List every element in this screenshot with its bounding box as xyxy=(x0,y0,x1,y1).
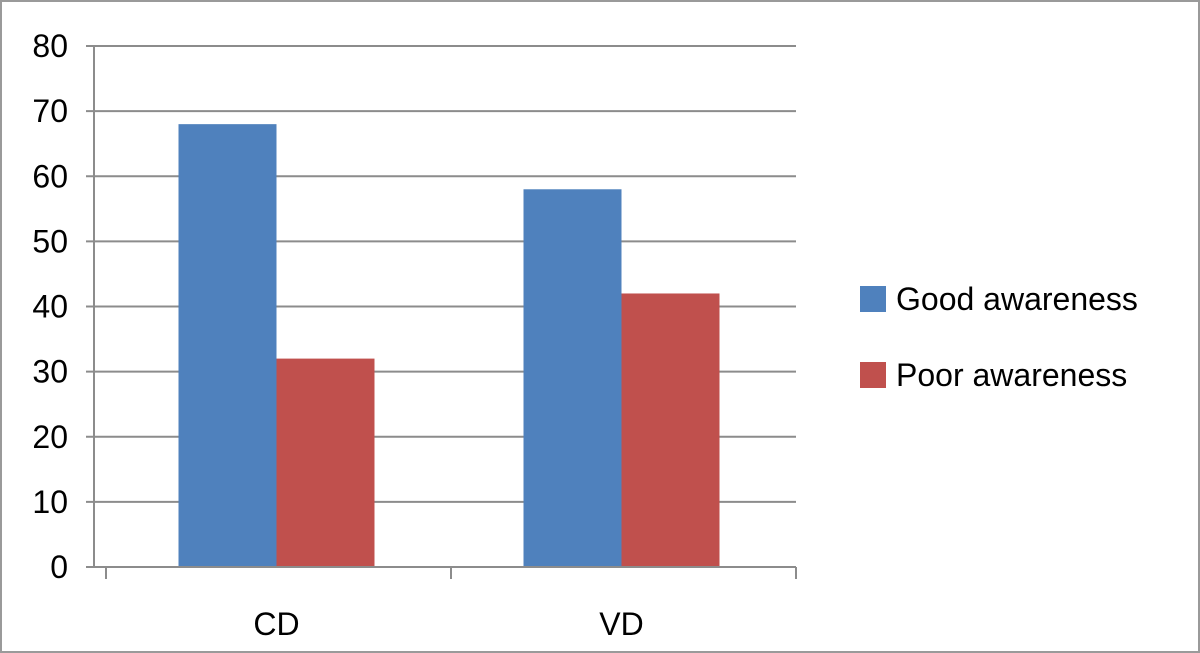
y-tick-label: 10 xyxy=(32,484,68,520)
y-tick-label: 30 xyxy=(32,354,68,390)
y-tick-label: 50 xyxy=(32,223,68,259)
x-tick-label: CD xyxy=(253,606,299,642)
legend-swatch xyxy=(860,362,886,388)
y-tick-label: 40 xyxy=(32,289,68,325)
axes xyxy=(86,45,797,579)
y-tick-label: 80 xyxy=(32,28,68,64)
bar-good-awareness-cd xyxy=(178,124,277,568)
y-tick-label: 20 xyxy=(32,419,68,455)
x-tick-label: VD xyxy=(599,606,643,642)
legend-label: Poor awareness xyxy=(896,357,1127,393)
legend-label: Good awareness xyxy=(896,281,1138,317)
y-tick-label: 0 xyxy=(50,549,68,585)
y-tick-labels: 0 10 20 30 40 50 60 70 80 xyxy=(32,28,68,585)
legend-swatch xyxy=(860,286,886,312)
bar-poor-awareness-cd xyxy=(276,358,375,567)
y-tick-label: 70 xyxy=(32,93,68,129)
legend: Good awareness Poor awareness xyxy=(860,281,1138,393)
x-tick-labels: CD VD xyxy=(253,606,643,642)
bar-good-awareness-vd xyxy=(523,189,622,567)
bars xyxy=(178,124,720,568)
y-tick-label: 60 xyxy=(32,158,68,194)
bar-poor-awareness-vd xyxy=(621,293,720,567)
